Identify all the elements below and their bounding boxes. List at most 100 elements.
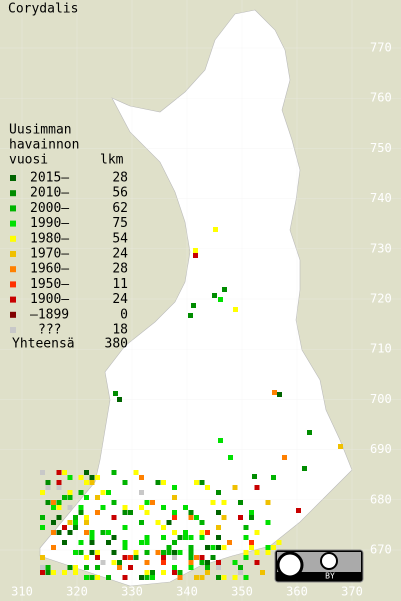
record-square: [161, 550, 166, 555]
record-square: [222, 287, 227, 292]
legend-swatch: [10, 281, 16, 288]
record-square: [216, 545, 221, 550]
record-square: [144, 575, 150, 580]
record-square: [199, 520, 205, 525]
record-square: [78, 540, 84, 545]
record-square: [243, 555, 249, 560]
cc-icon: [276, 551, 304, 579]
record-square: [89, 480, 95, 485]
record-square: [95, 495, 100, 500]
record-square: [271, 545, 276, 550]
legend-label: 2000–: [30, 201, 69, 216]
x-tick-label: 370: [341, 585, 363, 599]
record-square: [199, 535, 205, 540]
record-square: [84, 470, 89, 475]
record-square: [84, 520, 89, 525]
legend-swatch: [10, 220, 16, 227]
record-square: [199, 555, 205, 560]
record-square: [78, 475, 84, 480]
record-square: [252, 474, 257, 479]
record-square: [144, 500, 150, 505]
record-square: [183, 530, 188, 535]
record-square: [249, 515, 254, 520]
record-square: [40, 515, 45, 520]
y-tick-label: 670: [370, 543, 392, 557]
legend-label: 1980–: [30, 231, 69, 246]
legend-label: 1960–: [30, 262, 69, 277]
record-square: [84, 530, 89, 535]
record-square: [89, 530, 95, 535]
record-square: [194, 515, 199, 520]
record-square: [117, 560, 122, 565]
record-square: [45, 480, 51, 485]
record-square: [193, 253, 198, 258]
record-square: [221, 515, 227, 520]
record-square: [205, 560, 210, 565]
record-square: [144, 560, 150, 565]
legend-swatch: [10, 205, 16, 212]
record-square: [205, 545, 210, 550]
record-square: [89, 540, 95, 545]
record-square: [265, 520, 271, 525]
record-square: [172, 485, 177, 490]
record-square: [172, 540, 177, 545]
legend-swatch: [10, 235, 16, 242]
record-square: [238, 500, 243, 505]
record-square: [194, 480, 199, 485]
legend-label: 2015–: [30, 171, 69, 186]
legend-count: 28: [112, 171, 128, 186]
record-square: [106, 490, 111, 495]
record-square: [84, 495, 89, 500]
record-square: [67, 495, 73, 500]
record-square: [122, 555, 128, 560]
x-tick-label: 340: [176, 585, 198, 599]
badge-text: BY: [325, 572, 335, 581]
record-square: [205, 530, 210, 535]
record-square: [111, 560, 117, 565]
record-square: [150, 500, 155, 505]
record-square: [73, 515, 78, 520]
record-square: [260, 570, 265, 575]
y-tick-label: 730: [370, 241, 392, 255]
record-square: [89, 575, 95, 580]
record-square: [161, 505, 166, 510]
record-square: [51, 500, 56, 505]
record-square: [166, 520, 172, 525]
record-square: [276, 540, 282, 545]
record-square: [150, 570, 155, 575]
record-square: [117, 397, 122, 402]
record-square: [122, 505, 128, 510]
record-square: [144, 510, 150, 515]
record-square: [100, 505, 106, 510]
record-square: [243, 535, 249, 540]
record-square: [67, 490, 73, 495]
record-square: [205, 565, 210, 570]
record-square: [302, 466, 307, 471]
record-square: [272, 390, 277, 395]
legend-count: 54: [112, 231, 128, 246]
record-square: [216, 510, 221, 515]
record-square: [113, 391, 118, 396]
x-tick-label: 310: [11, 585, 33, 599]
record-square: [188, 313, 193, 318]
y-tick-label: 680: [370, 492, 392, 506]
record-square: [212, 293, 217, 298]
record-square: [67, 565, 73, 570]
record-square: [40, 490, 45, 495]
record-square: [95, 565, 100, 570]
record-square: [188, 550, 194, 555]
record-square: [172, 530, 177, 535]
record-square: [62, 470, 67, 475]
record-square: [40, 470, 45, 475]
record-square: [249, 510, 254, 515]
record-square: [307, 430, 312, 435]
record-square: [213, 227, 218, 232]
record-square: [73, 520, 78, 525]
record-square: [78, 510, 84, 515]
record-square: [177, 570, 183, 575]
record-square: [265, 545, 271, 550]
record-square: [122, 545, 128, 550]
record-square: [95, 575, 100, 580]
record-square: [210, 500, 216, 505]
record-square: [144, 550, 150, 555]
